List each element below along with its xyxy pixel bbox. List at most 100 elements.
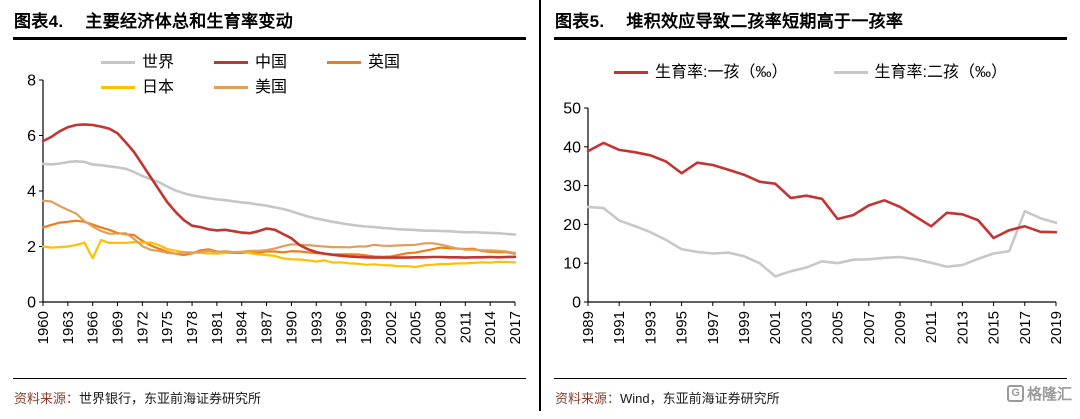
y-tick-label: 30: [563, 178, 581, 195]
x-tick-label: 1999: [736, 311, 753, 344]
x-tick-label: 1987: [259, 311, 276, 344]
chart5-title: 图表5. 堆积效应导致二孩率短期高于一孩率: [554, 0, 1067, 40]
series-line-0: [41, 160, 517, 236]
x-tick-label: 1993: [642, 311, 659, 344]
y-tick-label: 0: [572, 295, 581, 312]
legend-line-swatch: [101, 86, 135, 89]
x-tick-label: 2011: [457, 311, 474, 343]
y-tick-label: 0: [27, 295, 36, 312]
series-line-4: [41, 199, 517, 255]
x-tick-label: 1981: [209, 311, 226, 344]
x-tick-label: 2017: [1017, 311, 1034, 344]
x-tick-label: 1989: [580, 311, 597, 344]
x-tick-label: 2005: [830, 311, 847, 344]
x-tick-label: 2002: [383, 311, 400, 344]
x-tick-label: 1995: [674, 311, 691, 344]
panel-divider: [539, 0, 541, 411]
x-tick-label: 2008: [432, 311, 449, 344]
legend-item-1-0: 生育率:一孩（‰）: [614, 60, 788, 85]
series-line-1: [41, 123, 517, 259]
gelonghui-logo: G 格隆汇: [1007, 383, 1072, 404]
chart4-title-text: 主要经济体总和生育率变动: [85, 12, 293, 31]
legend-item-1-1: 生育率:二孩（‰）: [833, 60, 1007, 85]
legend-label: 中国: [255, 54, 288, 71]
chart5-panel: 图表5. 堆积效应导致二孩率短期高于一孩率 生育率:一孩（‰） 生育率:二孩（‰） …: [541, 0, 1080, 411]
chart4-source: 资料来源：世界银行，东亚前海证券研究所: [13, 378, 526, 419]
chart5-canvas: 0 10 20 30 40 50 1989 1991 1993 1995 1997 1999 2001 2…: [563, 101, 1065, 345]
x-tick-label: 2009: [892, 311, 909, 344]
y-tick-label: 2: [27, 239, 36, 256]
x-tick-label: 1997: [705, 311, 722, 344]
x-tick-label: 2015: [986, 311, 1003, 344]
y-tick-label: 4: [27, 184, 36, 201]
x-tick-label: 1960: [35, 311, 52, 344]
chart4-legend: 世界 中国 英国日本 美国: [101, 50, 443, 100]
chart4-source-label: 资料来源：: [14, 391, 80, 406]
y-tick-label: 10: [563, 256, 581, 273]
chart4-panel: 图表4. 主要经济体总和生育率变动 世界 中国 英国日本 美国 0 2 4 6 8 1960 196…: [0, 0, 539, 411]
legend-line-swatch: [101, 61, 135, 64]
chart4-canvas: 0 2 4 6 8 1960 1963 1966 1969 1972 1975 1978 1981 198…: [27, 73, 524, 345]
legend-item-0-2: 英国: [327, 50, 440, 75]
x-tick-label: 2019: [1048, 311, 1065, 344]
x-tick-label: 2017: [507, 311, 524, 344]
gelonghui-logo-text: 格隆汇: [1026, 386, 1072, 403]
x-tick-label: 1996: [333, 311, 350, 344]
x-tick-label: 2011: [923, 311, 940, 343]
series-line-3: [41, 239, 517, 269]
x-tick-label: 1990: [283, 311, 300, 344]
chart5-source-text: Wind，东亚前海证券研究所: [620, 391, 780, 406]
x-tick-label: 1972: [134, 311, 151, 344]
x-tick-label: 1999: [358, 311, 375, 344]
x-tick-label: 1978: [184, 311, 201, 344]
legend-label: 生育率:二孩（‰）: [874, 64, 1007, 81]
chart4-fig-label: 图表4.: [14, 12, 64, 31]
y-tick-label: 40: [563, 139, 581, 156]
legend-item-0-4: 美国: [214, 75, 327, 100]
y-tick-label: 50: [563, 101, 581, 118]
y-tick-label: 6: [27, 128, 36, 145]
x-tick-label: 1963: [60, 311, 77, 344]
x-tick-label: 2013: [954, 311, 971, 344]
x-tick-label: 1969: [110, 311, 127, 344]
chart5-fig-label: 图表5.: [555, 12, 605, 31]
y-tick-label: 8: [27, 73, 36, 90]
legend-line-swatch: [614, 71, 649, 74]
legend-label: 英国: [368, 54, 401, 71]
legend-label: 生育率:一孩（‰）: [655, 64, 788, 81]
x-tick-label: 1975: [159, 311, 176, 344]
chart4-area: 世界 中国 英国日本 美国 0 2 4 6 8 1960 1963 1966 1969 1972 1975…: [13, 40, 526, 378]
x-tick-label: 1984: [234, 311, 251, 344]
chart5-source-label: 资料来源：: [555, 391, 621, 406]
legend-line-swatch: [214, 61, 248, 64]
legend-item-0-1: 中国: [214, 50, 327, 75]
x-tick-label: 2001: [767, 311, 784, 344]
legend-item-0-0: 世界: [101, 50, 214, 75]
legend-line-swatch: [214, 86, 248, 89]
chart5-source: 资料来源：Wind，东亚前海证券研究所: [554, 378, 1067, 419]
chart5-legend: 生育率:一孩（‰） 生育率:二孩（‰）: [554, 60, 1067, 85]
chart5-title-text: 堆积效应导致二孩率短期高于一孩率: [626, 12, 904, 31]
chart5-area: 生育率:一孩（‰） 生育率:二孩（‰） 0 10 20 30 40 50 1989 1991 19…: [554, 40, 1067, 378]
legend-line-swatch: [833, 71, 868, 74]
x-tick-label: 2014: [482, 311, 499, 344]
chart4-title: 图表4. 主要经济体总和生育率变动: [13, 0, 526, 40]
y-tick-label: 20: [563, 217, 581, 234]
legend-label: 世界: [142, 54, 175, 71]
series-line-0: [586, 141, 1058, 240]
x-tick-label: 1991: [611, 311, 628, 344]
x-tick-label: 2005: [408, 311, 425, 344]
legend-label: 日本: [142, 79, 175, 96]
legend-label: 美国: [255, 79, 288, 96]
x-tick-label: 1966: [85, 311, 102, 344]
series-line-2: [41, 219, 517, 258]
x-tick-label: 2007: [861, 311, 878, 344]
legend-line-swatch: [327, 61, 361, 64]
chart4-source-text: 世界银行，东亚前海证券研究所: [79, 391, 262, 406]
x-tick-label: 2003: [798, 311, 815, 344]
legend-item-0-3: 日本: [101, 75, 214, 100]
series-line-1: [586, 205, 1058, 278]
x-tick-label: 1993: [308, 311, 325, 344]
gelonghui-g-icon: G: [1007, 385, 1024, 402]
